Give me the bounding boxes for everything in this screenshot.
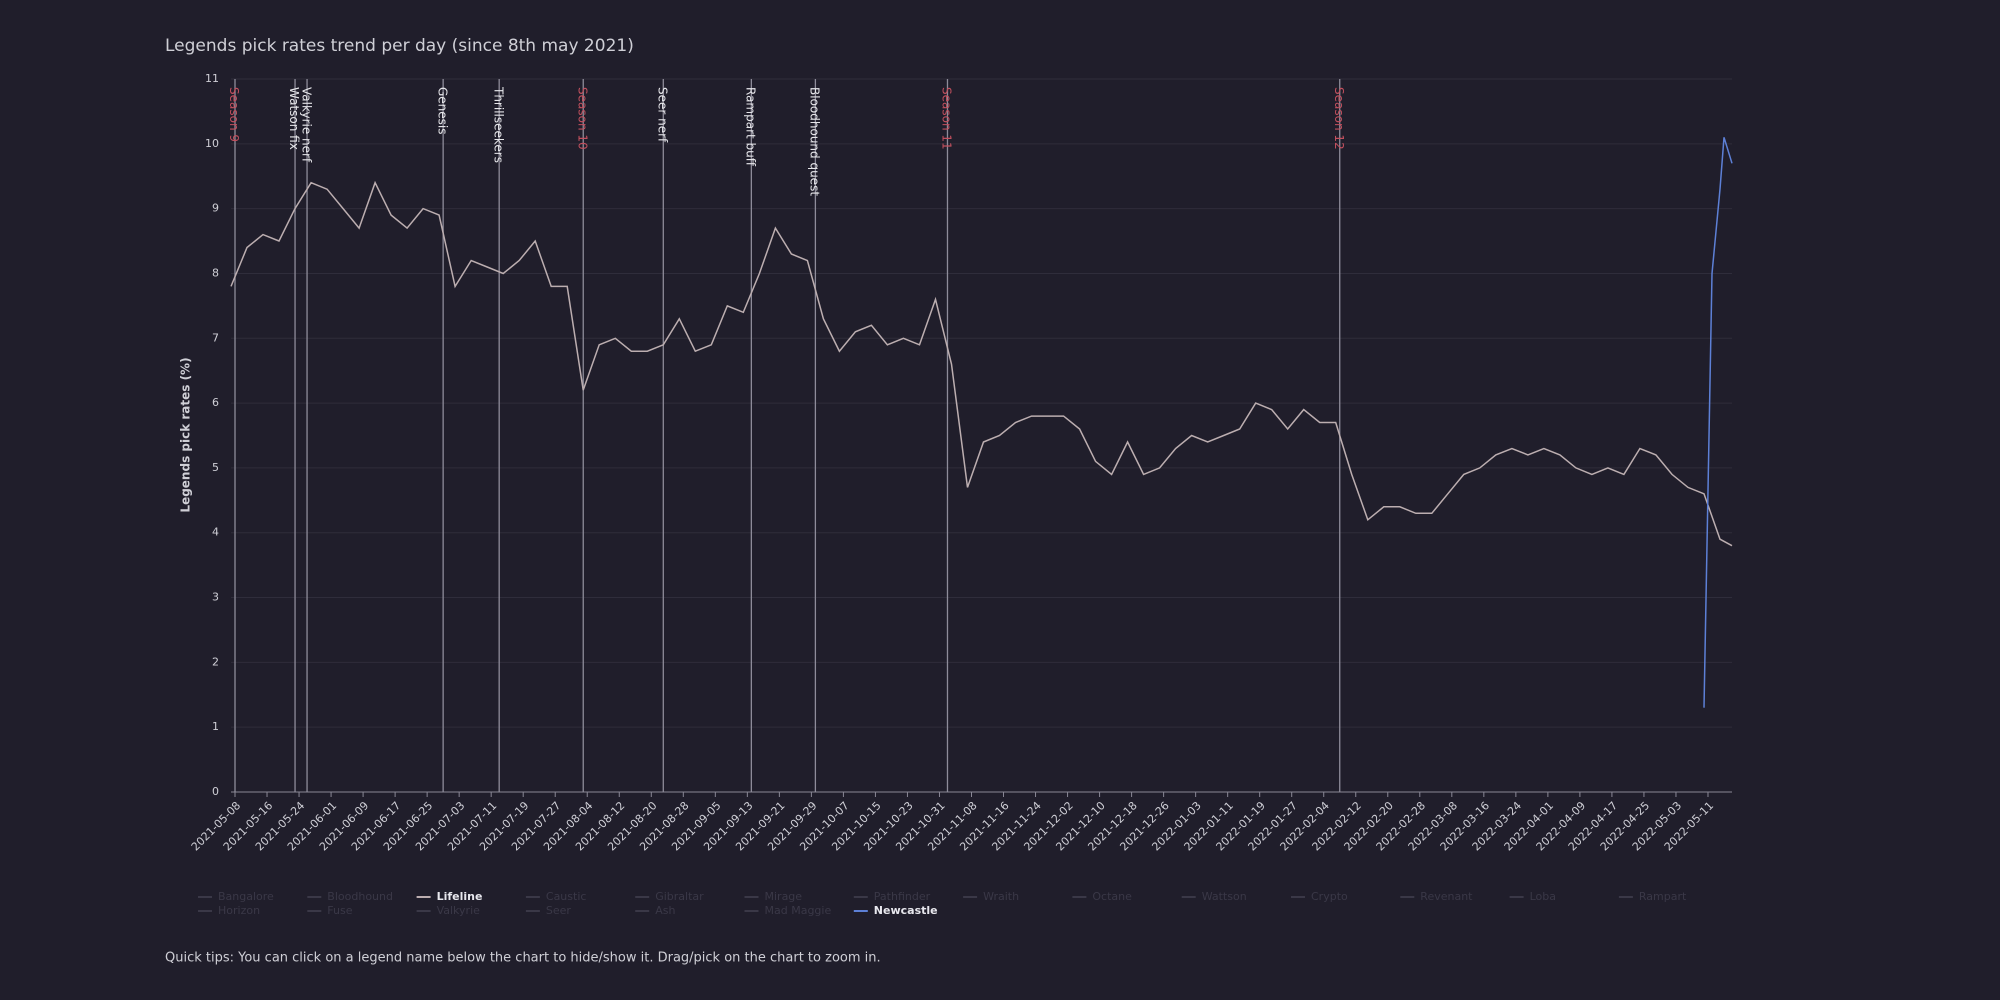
annotation-label: Rampart buff bbox=[744, 87, 758, 167]
legend-label: Newcastle bbox=[874, 904, 938, 917]
annotation-label: Bloodhound quest bbox=[808, 87, 822, 196]
annotation-label: Genesis bbox=[435, 87, 449, 135]
legend-item[interactable]: Valkyrie bbox=[416, 904, 481, 917]
annotation-label: Valkyrie nerf bbox=[299, 87, 313, 163]
legend-label: Wattson bbox=[1202, 890, 1247, 903]
legend-item[interactable]: Mirage bbox=[744, 890, 803, 903]
legend-item[interactable]: Crypto bbox=[1291, 890, 1348, 903]
legend-item[interactable]: Fuse bbox=[307, 904, 353, 917]
y-tick-label: 7 bbox=[212, 331, 219, 344]
legend-label: Valkyrie bbox=[437, 904, 481, 917]
legend-label: Bloodhound bbox=[327, 890, 393, 903]
legend-item[interactable]: Lifeline bbox=[416, 890, 483, 903]
y-tick-label: 1 bbox=[212, 720, 219, 733]
legend-item[interactable]: Wraith bbox=[963, 890, 1019, 903]
legend-label: Crypto bbox=[1311, 890, 1348, 903]
legend-label: Loba bbox=[1530, 890, 1556, 903]
legend-label: Horizon bbox=[218, 904, 260, 917]
annotation-label: Thrillseekers bbox=[491, 86, 505, 163]
chart-title: Legends pick rates trend per day (since … bbox=[165, 36, 634, 56]
legend-item[interactable]: Pathfinder bbox=[853, 890, 931, 903]
legend-item[interactable]: Revenant bbox=[1400, 890, 1473, 903]
annotation-label: Season 9 bbox=[227, 87, 241, 142]
annotation-label: Season 10 bbox=[575, 87, 589, 150]
y-tick-label: 3 bbox=[212, 591, 219, 604]
annotation-label: Seer nerf bbox=[655, 87, 669, 143]
legend-item[interactable]: Caustic bbox=[525, 890, 587, 903]
legend-label: Wraith bbox=[983, 890, 1019, 903]
y-tick-label: 4 bbox=[212, 526, 219, 539]
legend-label: Revenant bbox=[1420, 890, 1473, 903]
legend-item[interactable]: Ash bbox=[635, 904, 675, 917]
footnote: Quick tips: You can click on a legend na… bbox=[165, 951, 881, 966]
legend-label: Octane bbox=[1092, 890, 1132, 903]
series-line bbox=[230, 180, 1733, 547]
legend-label: Ash bbox=[655, 904, 675, 917]
legend-item[interactable]: Octane bbox=[1072, 890, 1132, 903]
legend-item[interactable]: Seer bbox=[525, 904, 572, 917]
y-tick-label: 6 bbox=[212, 396, 219, 409]
legend-label: Rampart bbox=[1639, 890, 1687, 903]
legend-label: Mad Maggie bbox=[765, 904, 832, 917]
legend-item[interactable]: Wattson bbox=[1181, 890, 1247, 903]
y-tick-label: 9 bbox=[212, 202, 219, 215]
legend-label: Fuse bbox=[327, 904, 352, 917]
legend-label: Seer bbox=[546, 904, 572, 917]
legend-item[interactable]: Mad Maggie bbox=[744, 904, 832, 917]
legend-item[interactable]: Newcastle bbox=[853, 904, 938, 917]
y-tick-label: 11 bbox=[205, 72, 219, 85]
legend-item[interactable]: Bloodhound bbox=[307, 890, 393, 903]
y-axis-label: Legends pick rates (%) bbox=[179, 357, 193, 512]
legend-label: Pathfinder bbox=[874, 890, 931, 903]
legend-item[interactable]: Horizon bbox=[198, 904, 260, 917]
legend-label: Gibraltar bbox=[655, 890, 704, 903]
legend-item[interactable]: Bangalore bbox=[198, 890, 274, 903]
y-tick-label: 5 bbox=[212, 461, 219, 474]
y-tick-label: 0 bbox=[212, 785, 219, 798]
legend-label: Lifeline bbox=[437, 890, 483, 903]
y-tick-label: 10 bbox=[205, 137, 219, 150]
legend-label: Caustic bbox=[546, 890, 587, 903]
legend-item[interactable]: Gibraltar bbox=[635, 890, 704, 903]
annotation-label: Watson fix bbox=[287, 87, 301, 150]
y-tick-label: 2 bbox=[212, 655, 219, 668]
annotation-label: Season 11 bbox=[940, 87, 954, 150]
y-tick-label: 8 bbox=[212, 266, 219, 279]
legend-label: Mirage bbox=[765, 890, 803, 903]
legend-item[interactable]: Loba bbox=[1509, 890, 1556, 903]
series-line bbox=[1703, 137, 1733, 708]
legend-label: Bangalore bbox=[218, 890, 274, 903]
annotation-label: Season 12 bbox=[1332, 87, 1346, 150]
legend-item[interactable]: Rampart bbox=[1618, 890, 1687, 903]
